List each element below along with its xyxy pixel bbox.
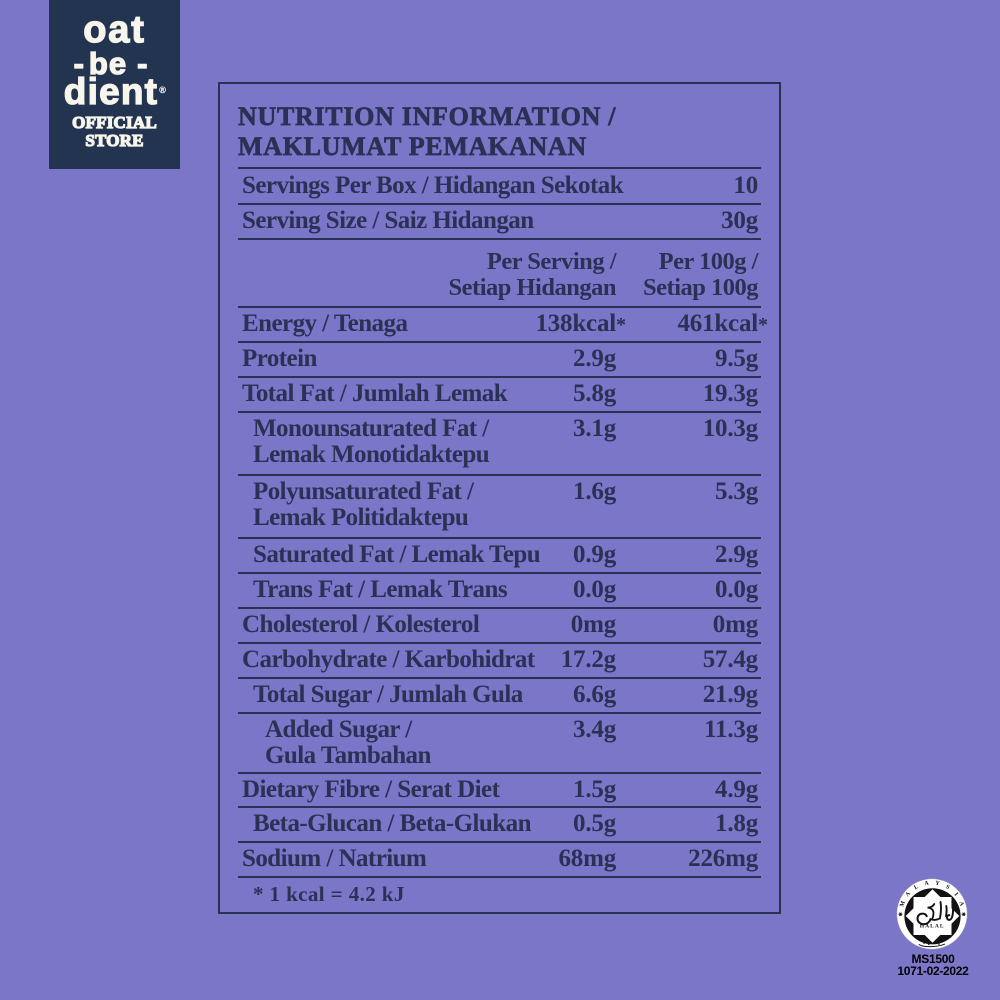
svg-text:L: L (913, 884, 919, 891)
svg-text:✱: ✱ (898, 911, 904, 916)
svg-text:A: A (957, 901, 964, 908)
svg-text:A: A (924, 880, 930, 887)
svg-text:Y: Y (935, 881, 941, 888)
svg-text:M: M (899, 900, 907, 908)
svg-text:S: S (945, 884, 951, 891)
svg-text:HALAL: HALAL (920, 924, 945, 930)
svg-text:✱: ✱ (960, 912, 966, 917)
svg-text:A: A (905, 891, 913, 899)
svg-text:I: I (953, 892, 960, 898)
